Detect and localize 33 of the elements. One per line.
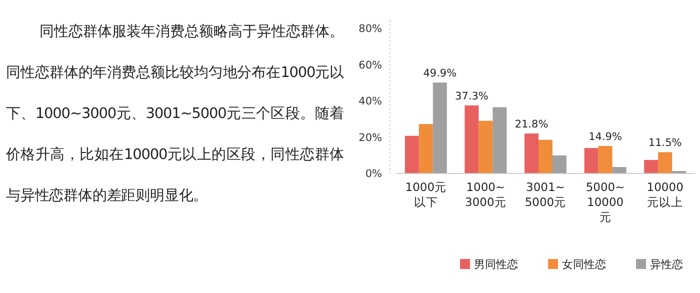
y-tick-label: 40% (358, 96, 382, 108)
data-label: 11.5% (648, 137, 682, 150)
x-tick-label: 1000~3000元 (465, 180, 506, 209)
data-label: 49.9% (423, 68, 457, 80)
x-tick-label: 3001~5000元 (524, 180, 566, 209)
bar (404, 136, 419, 173)
x-tick-label: 5000~10000元 (586, 180, 625, 224)
data-label: 37.3% (455, 90, 488, 102)
bar (538, 140, 552, 173)
y-tick-label: 60% (358, 59, 382, 72)
bar (612, 167, 626, 173)
bar (432, 82, 447, 173)
bar (658, 152, 672, 173)
data-label: 14.9% (588, 130, 622, 143)
bar (598, 146, 612, 173)
legend-label: 女同性恋 (562, 258, 606, 271)
bar (418, 124, 433, 173)
x-tick-label: 10000元以上 (646, 180, 684, 209)
y-tick-label: 80% (358, 23, 382, 35)
data-label: 21.8% (514, 118, 548, 130)
legend-label: 男同性恋 (474, 258, 518, 271)
bar (464, 105, 479, 173)
bar (478, 120, 493, 173)
y-tick-label: 0% (365, 168, 382, 180)
bar (492, 107, 507, 173)
bar (584, 148, 598, 173)
bar (644, 160, 658, 173)
legend-label: 异性恋 (650, 258, 683, 271)
x-tick-label: 1000元以下 (405, 180, 447, 209)
bar (552, 155, 566, 173)
text: 同性恋群体服装年消费总额略高于异性恋群体。同性恋群体的年消费总额比较均匀地分布在1000元以下、1000~3000元、3001~5000元三个区段。随着价格升高，比如在10000元以上的区段，同性恋群体与异性恋群体的差距则明显化。 (6, 24, 344, 204)
y-tick-label: 20% (358, 132, 382, 144)
bar (524, 133, 538, 173)
